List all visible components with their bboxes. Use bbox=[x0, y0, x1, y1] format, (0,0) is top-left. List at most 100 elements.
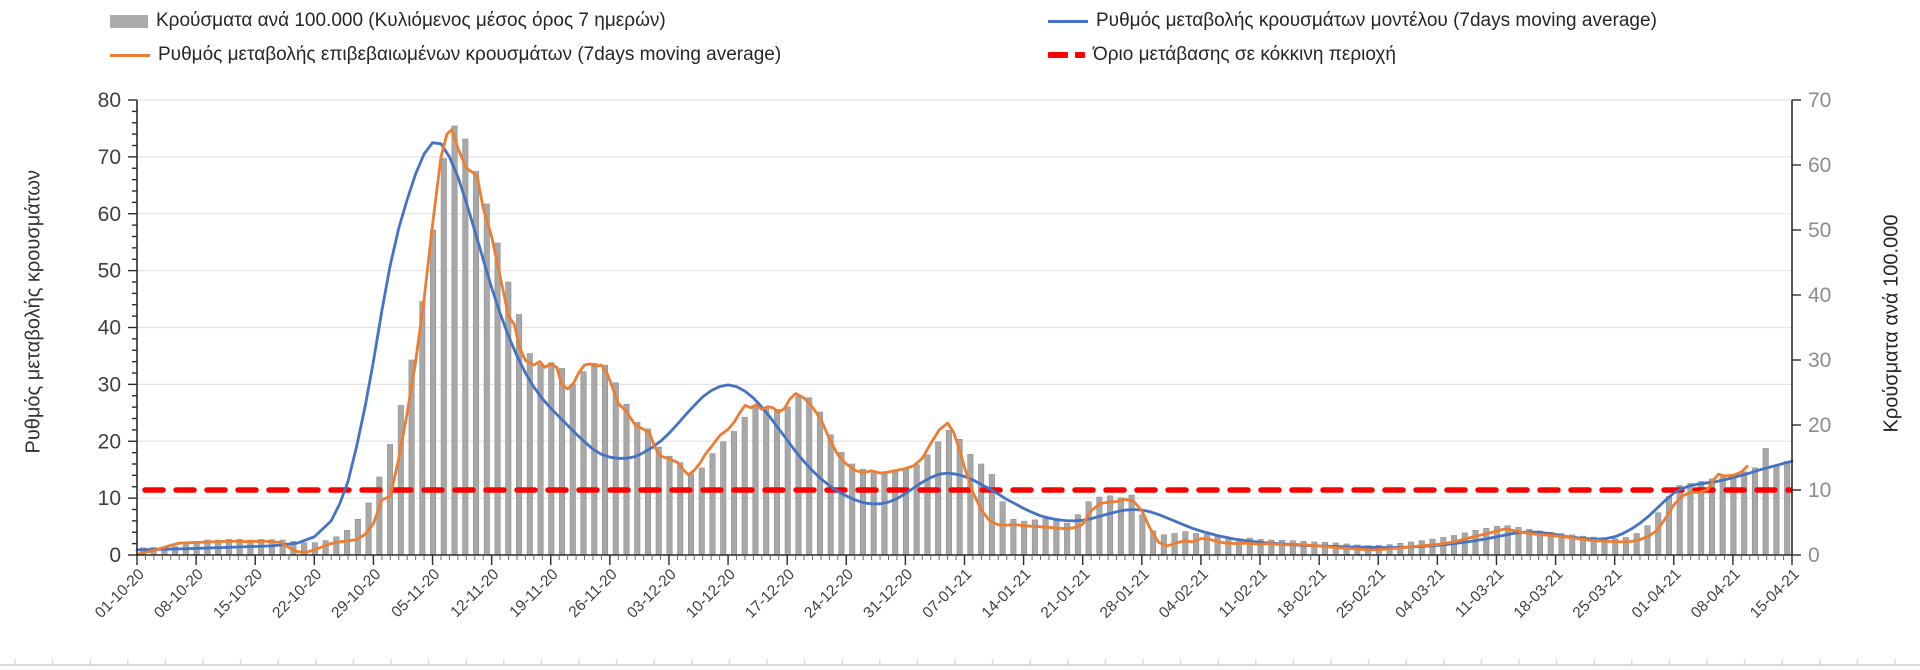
y-left-tick-label: 10 bbox=[98, 487, 121, 510]
x-tick-label: 11-02-21 bbox=[1216, 566, 1271, 621]
bar bbox=[1622, 537, 1629, 556]
bar bbox=[816, 411, 823, 556]
bar bbox=[1289, 540, 1296, 556]
bar bbox=[580, 371, 587, 556]
x-tick-label: 15-04-21 bbox=[1747, 566, 1803, 622]
bar bbox=[752, 405, 759, 556]
confirmed-rate-line-group bbox=[135, 128, 1749, 556]
bar bbox=[1042, 518, 1049, 556]
bar bbox=[494, 242, 501, 556]
bar bbox=[870, 470, 877, 556]
confirmed-rate-line bbox=[135, 128, 1749, 556]
x-tick-label: 14-01-21 bbox=[979, 566, 1035, 622]
x-tick-label: 31-12-20 bbox=[860, 566, 916, 622]
bar bbox=[483, 203, 490, 556]
bar bbox=[569, 384, 576, 556]
y-axis-left: 0 10 20 30 40 50 60 70 80 bbox=[98, 89, 137, 567]
bar bbox=[1741, 471, 1748, 556]
legend-item-confirmed-rate: Ρυθμός μεταβολής επιβεβαιωμένων κρουσμάτ… bbox=[110, 42, 781, 68]
bar bbox=[881, 472, 888, 556]
x-tick-label: 10-12-20 bbox=[683, 566, 739, 622]
y-axis-right: 0 10 20 30 40 50 60 70 bbox=[1792, 89, 1831, 567]
x-tick-label: 04-02-21 bbox=[1156, 566, 1212, 622]
bar bbox=[795, 396, 802, 556]
y-left-tick-label: 30 bbox=[98, 373, 121, 396]
x-tick-label: 12-11-20 bbox=[447, 566, 502, 621]
x-tick-label: 01-10-20 bbox=[92, 566, 148, 622]
bar bbox=[1139, 514, 1146, 556]
bar bbox=[1225, 537, 1232, 556]
bar bbox=[440, 158, 447, 556]
bar bbox=[1322, 542, 1329, 556]
y-left-tick-label: 80 bbox=[98, 89, 121, 112]
legend-label: Ρυθμός μεταβολής επιβεβαιωμένων κρουσμάτ… bbox=[158, 44, 782, 65]
x-tick-label: 18-02-21 bbox=[1274, 566, 1330, 622]
y-right-tick-label: 0 bbox=[1808, 544, 1820, 567]
bar bbox=[720, 441, 727, 556]
y-left-tick-label: 70 bbox=[98, 146, 121, 169]
y-left-tick-label: 40 bbox=[98, 317, 121, 340]
bar bbox=[602, 364, 609, 556]
bar bbox=[1472, 529, 1479, 556]
bar bbox=[655, 446, 662, 556]
bar bbox=[591, 362, 598, 556]
bar bbox=[730, 431, 737, 556]
x-tick-label: 04-03-21 bbox=[1392, 566, 1448, 622]
bar bbox=[612, 382, 619, 556]
bar bbox=[784, 406, 791, 556]
bar bbox=[1773, 464, 1780, 556]
bar bbox=[548, 362, 555, 556]
bar bbox=[1762, 448, 1769, 556]
bar bbox=[859, 468, 866, 556]
y-right-tick-label: 50 bbox=[1808, 219, 1831, 242]
x-tick-label: 05-11-20 bbox=[388, 566, 443, 621]
bar bbox=[397, 405, 404, 556]
bottom-strip bbox=[0, 659, 1920, 666]
legend-label: Όριο μετάβασης σε κόκκινη περιοχή bbox=[1093, 44, 1396, 65]
bar bbox=[698, 467, 705, 556]
y-left-tick-label: 20 bbox=[98, 430, 121, 453]
bar bbox=[419, 301, 426, 556]
bar bbox=[1117, 497, 1124, 556]
bar bbox=[988, 474, 995, 556]
bar bbox=[913, 464, 920, 556]
x-tick-label: 18-03-21 bbox=[1511, 566, 1567, 622]
bar bbox=[687, 473, 694, 556]
bar bbox=[763, 407, 770, 556]
y-right-tick-label: 10 bbox=[1808, 479, 1831, 502]
blue-line-swatch-icon bbox=[1048, 19, 1088, 23]
bar bbox=[1655, 512, 1662, 556]
x-tick-label: 22-10-20 bbox=[269, 566, 325, 622]
bar-swatch-icon bbox=[110, 14, 148, 28]
x-tick-label: 19-11-20 bbox=[506, 566, 561, 621]
x-tick-label: 29-10-20 bbox=[328, 566, 384, 622]
bar bbox=[1784, 461, 1791, 556]
bar bbox=[1203, 533, 1210, 556]
x-tick-label: 26-11-20 bbox=[566, 566, 621, 621]
bar bbox=[1193, 533, 1200, 556]
legend-item-cases-per-100k: Κρούσματα ανά 100.000 (Κυλιόμενος μέσος … bbox=[110, 8, 666, 34]
x-tick-label: 08-10-20 bbox=[151, 566, 207, 622]
bar bbox=[1311, 541, 1318, 556]
bar bbox=[1053, 520, 1060, 556]
orange-line-swatch-icon bbox=[110, 53, 150, 57]
bar bbox=[924, 454, 931, 556]
bar bbox=[322, 540, 329, 556]
y-right-tick-label: 60 bbox=[1808, 154, 1831, 177]
bar bbox=[1665, 496, 1672, 556]
x-tick-label: 21-01-21 bbox=[1038, 566, 1094, 622]
bar bbox=[709, 453, 716, 556]
bar bbox=[999, 501, 1006, 556]
bar bbox=[827, 434, 834, 556]
y-right-tick-label: 70 bbox=[1808, 89, 1831, 112]
x-tick-label: 07-01-21 bbox=[919, 566, 975, 622]
x-tick-label: 28-01-21 bbox=[1097, 566, 1153, 622]
bar bbox=[1461, 532, 1468, 556]
x-tick-label: 08-04-21 bbox=[1688, 566, 1744, 622]
legend-label: Ρυθμός μεταβολής κρουσμάτων μοντέλου (7d… bbox=[1096, 10, 1657, 31]
x-tick-label: 25-03-21 bbox=[1570, 566, 1626, 622]
y-left-tick-label: 0 bbox=[109, 544, 121, 567]
bar bbox=[505, 281, 512, 556]
bar bbox=[892, 470, 899, 556]
